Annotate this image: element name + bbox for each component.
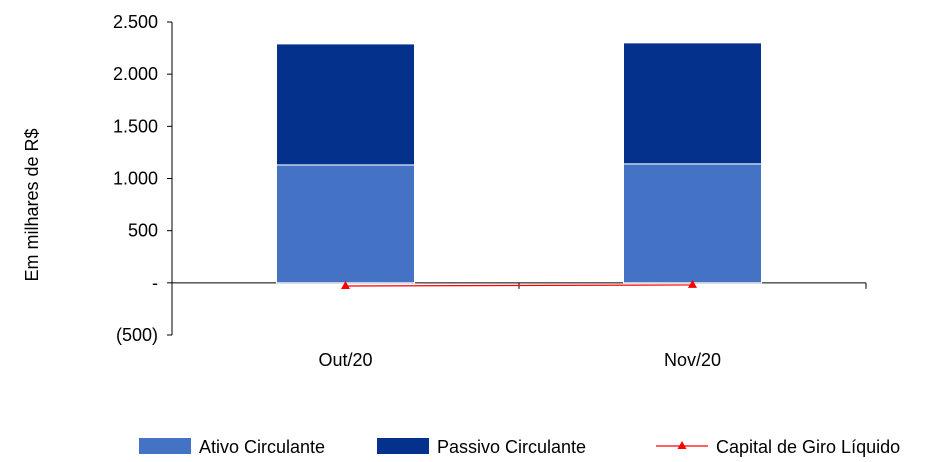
bar	[276, 43, 415, 166]
line-path	[345, 284, 693, 287]
bars	[276, 42, 762, 284]
legend-marker	[677, 441, 687, 449]
x-tick-label: Nov/20	[664, 350, 721, 370]
y-tick-label: 2.000	[113, 64, 158, 84]
legend-label: Passivo Circulante	[437, 437, 586, 457]
legend-swatch	[377, 438, 429, 454]
y-tick-label: -	[152, 273, 158, 293]
y-tick-label: 500	[128, 221, 158, 241]
y-axis-label: Em milhares de R$	[22, 128, 42, 281]
axes: (500) - 500 1.000 1.500 2.000 2.500 Out/20 Nov/2…	[113, 12, 867, 370]
legend-swatch	[139, 438, 191, 454]
legend-label: Ativo Circulante	[199, 437, 325, 457]
bar	[623, 163, 762, 284]
line-point	[341, 280, 350, 289]
legend-label: Capital de Giro Líquido	[716, 437, 900, 457]
line-series	[341, 279, 697, 289]
y-tick-label: 1.500	[113, 116, 158, 136]
bar	[276, 164, 415, 284]
y-tick-label: 1.000	[113, 169, 158, 189]
line-point	[688, 279, 697, 288]
x-tick-label: Out/20	[318, 350, 372, 370]
y-tick-label: 2.500	[113, 12, 158, 32]
bar	[623, 42, 762, 165]
legend: Ativo Circulante Passivo Circulante Capita…	[139, 437, 900, 457]
y-tick-label: (500)	[116, 325, 158, 345]
